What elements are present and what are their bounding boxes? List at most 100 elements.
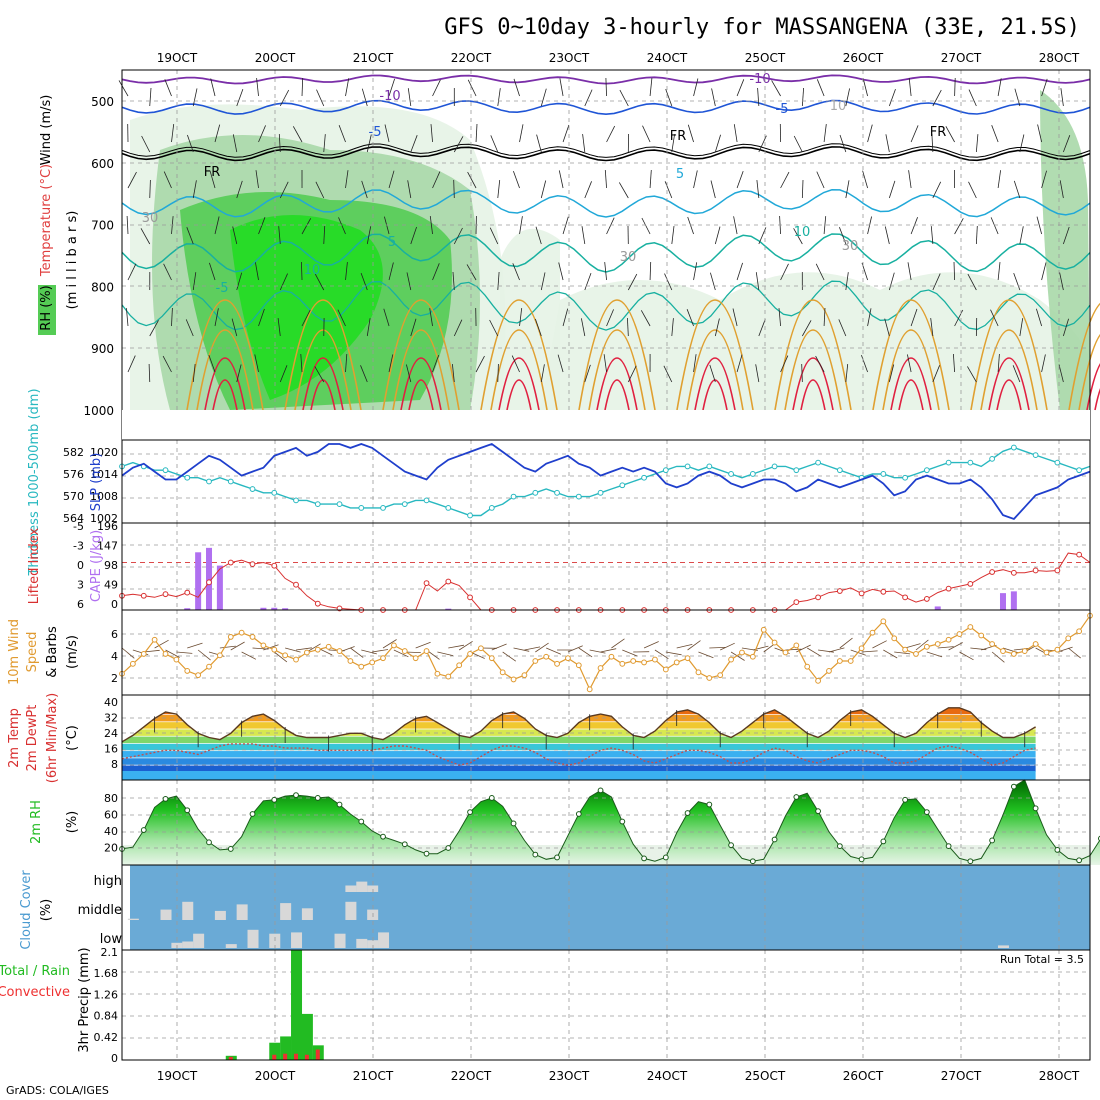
precip-convective-bar: [228, 1056, 233, 1060]
wind-barb: [118, 80, 129, 97]
contour-label: 10: [794, 225, 811, 240]
cloud-high-bar: [367, 885, 379, 892]
wind-barb: [453, 319, 463, 337]
wind-barb: [361, 88, 368, 107]
thickness-marker: [162, 467, 169, 474]
wind10-barb: [230, 641, 245, 651]
wind-barb: [997, 170, 1001, 189]
wind-barb: [315, 181, 325, 199]
wind-barb: [618, 182, 629, 199]
slp-tick: 1002: [90, 512, 118, 525]
wind10-tick: 6: [111, 628, 118, 641]
wind-barb: [997, 262, 1001, 281]
wind-barb: [953, 353, 956, 373]
precip-panel-frame: [121, 949, 1091, 1061]
wind-barb: [209, 170, 216, 189]
wind-barb: [279, 273, 288, 291]
wind10-speed-marker: [880, 618, 887, 625]
wind-barb: [148, 363, 151, 383]
wind-barb: [885, 134, 890, 153]
rh2m-marker: [423, 850, 430, 857]
thickness-marker: [793, 467, 800, 474]
wind-barb: [968, 89, 977, 107]
wind-barb: [711, 88, 716, 107]
wind-barb: [671, 318, 674, 337]
rh2m-marker: [271, 796, 278, 803]
cape-bar: [216, 565, 223, 610]
cape-bar: [1010, 591, 1017, 610]
thickness-tick: 576: [63, 468, 84, 481]
upper-panel-bottom-strip: [122, 410, 1090, 440]
rh2m-tick: 80: [104, 792, 118, 805]
cloud-low-bar: [997, 945, 1009, 948]
wind10-speed-marker: [923, 643, 930, 650]
rh2m-marker: [923, 809, 930, 816]
wind-barb: [214, 308, 219, 327]
thickness-marker: [1054, 459, 1061, 466]
wind-barb: [801, 320, 812, 337]
cape-bar: [195, 552, 202, 610]
wind-barb: [693, 170, 698, 189]
thickness-marker: [771, 463, 778, 470]
wind10-barb: [687, 640, 701, 651]
wind-barb: [736, 354, 743, 373]
temp2m-tick: 32: [104, 712, 118, 725]
surface-isotherm-arch: [988, 357, 1030, 411]
wind10-speed-marker: [151, 636, 158, 643]
wind10-barb: [937, 646, 954, 649]
wind-barb: [256, 78, 259, 97]
wind10-barb: [894, 651, 911, 655]
wind-barb: [467, 79, 477, 97]
top-time-label: 27OCT: [941, 51, 982, 65]
wind-barb: [605, 77, 607, 97]
thickness-marker: [467, 512, 473, 519]
cloud-middle-bar: [160, 909, 172, 920]
temp-band: [122, 771, 1036, 780]
wind-barb: [361, 180, 368, 199]
cape-bar: [282, 608, 289, 610]
wind-barb: [258, 308, 265, 327]
wind-barb: [475, 123, 478, 143]
wind-barb: [279, 89, 290, 107]
cape-lifted-index-panel: -5 -3 0 3 6 196 147 98 49 0 Lifted Index CAPE (J/kg…: [27, 520, 1091, 613]
precip-tick: 2.1: [101, 946, 119, 959]
surface-isotherm-arch: [996, 379, 1022, 411]
wind-barb: [192, 88, 198, 107]
lifted-index-axis-label: Lifted Index: [27, 527, 42, 604]
thickness-marker: [1076, 467, 1083, 474]
wind10-speed-marker: [847, 658, 854, 664]
wind-barb: [171, 124, 175, 143]
wind-barb: [323, 134, 326, 153]
rh2m-panel: 80 60 40 20 2m RH (%): [29, 779, 1100, 866]
wind-barb: [258, 217, 266, 235]
wind-barb: [163, 263, 172, 281]
temp-band: [122, 736, 1036, 744]
wind-barb: [801, 87, 804, 107]
wind-barb: [277, 318, 281, 337]
wind-barb: [410, 226, 417, 245]
thickness-marker: [206, 478, 212, 485]
wind-barb: [907, 354, 912, 373]
wind-barb: [406, 364, 412, 383]
wind10-barb: [828, 647, 845, 653]
wind-barb: [209, 262, 216, 281]
wind10-speed-marker: [586, 686, 593, 693]
wind10-speed-marker: [728, 656, 734, 663]
wind-barb: [519, 124, 524, 143]
wind-barb: [627, 317, 629, 337]
cape-tick: 196: [97, 520, 118, 533]
rh2m-marker: [336, 801, 343, 808]
wind10-speed-marker: [238, 629, 245, 636]
wind10-barb: [491, 643, 507, 651]
wind10-speed-marker: [902, 646, 909, 653]
rh-shading-region: [230, 215, 383, 400]
surface-isotherm-arch: [392, 329, 450, 411]
thickness-axis-label: Thickness 1000-500mb (dm): [27, 388, 42, 576]
wind-barb: [489, 227, 499, 245]
wind-barb: [823, 124, 827, 143]
cloud-high-bar: [356, 881, 368, 892]
lifted-index-tick: -3: [73, 540, 84, 553]
wind10-speed-marker: [565, 655, 571, 662]
rh2m-marker: [467, 809, 473, 816]
contour-label: 30: [842, 239, 859, 254]
